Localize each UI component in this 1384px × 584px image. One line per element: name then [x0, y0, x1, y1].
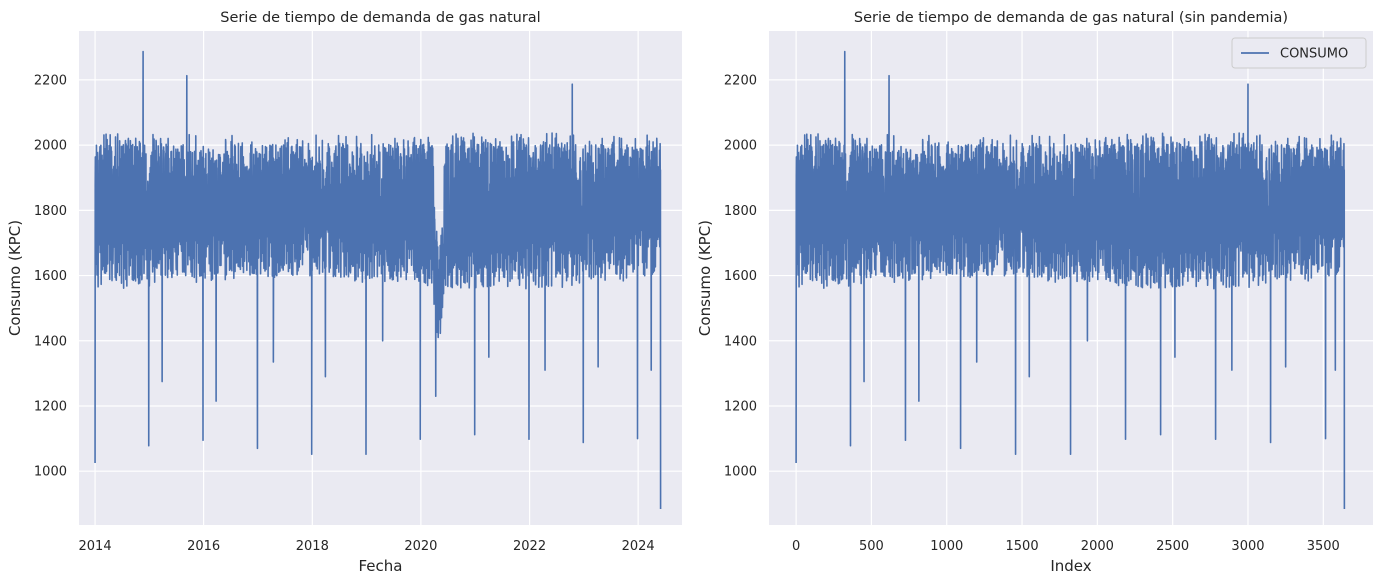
y-tick-label: 1800	[724, 204, 757, 219]
x-tick-label: 2014	[79, 539, 112, 554]
legend-box	[1231, 37, 1367, 69]
left-chart: 2014 2016 2018 2020 2022 2024 1000 1200 1400 160…	[6, 10, 682, 575]
x-tick-label: 2018	[296, 539, 329, 554]
right-y-axis-label: Consumo (KPC)	[696, 220, 714, 336]
y-tick-label: 1000	[724, 465, 757, 480]
y-tick-label: 1200	[724, 399, 757, 414]
y-tick-label: 1800	[34, 204, 67, 219]
series-line	[94, 50, 662, 510]
left-chart-title: Serie de tiempo de demanda de gas natura…	[220, 10, 540, 26]
right-chart: 0 500 1000 1500 2000 2500 3000 3500 1000 1200 140…	[696, 10, 1373, 575]
right-y-tick-labels: 1000 1200 1400 1600 1800 2000 2200	[724, 73, 757, 479]
y-tick-label: 2200	[34, 73, 67, 88]
y-tick-label: 2200	[724, 73, 757, 88]
x-tick-label: 2022	[513, 539, 546, 554]
y-tick-label: 1600	[34, 269, 67, 284]
x-tick-label: 2020	[404, 539, 437, 554]
left-x-axis-label: Fecha	[359, 557, 403, 575]
x-tick-label: 2000	[1081, 539, 1114, 554]
x-tick-label: 1000	[930, 539, 963, 554]
left-y-tick-labels: 1000 1200 1400 1600 1800 2000 2200	[34, 73, 67, 479]
x-tick-label: 0	[792, 539, 800, 554]
x-tick-label: 2016	[187, 539, 220, 554]
x-tick-label: 2024	[622, 539, 655, 554]
left-plot-background	[79, 31, 682, 525]
x-tick-label: 1500	[1006, 539, 1039, 554]
right-x-tick-labels: 0 500 1000 1500 2000 2500 3000 3500	[792, 539, 1340, 554]
y-tick-label: 1400	[34, 334, 67, 349]
x-tick-label: 500	[859, 539, 884, 554]
left-x-tick-labels: 2014 2016 2018 2020 2022 2024	[79, 539, 655, 554]
x-tick-label: 3000	[1231, 539, 1264, 554]
y-tick-label: 1400	[724, 334, 757, 349]
y-tick-label: 1200	[34, 399, 67, 414]
y-tick-label: 2000	[34, 139, 67, 154]
y-tick-label: 2000	[724, 139, 757, 154]
x-tick-label: 3500	[1307, 539, 1340, 554]
y-tick-label: 1600	[724, 269, 757, 284]
series-line	[795, 50, 1346, 510]
right-legend: CONSUMO	[1231, 37, 1367, 69]
right-chart-title: Serie de tiempo de demanda de gas natura…	[854, 10, 1288, 26]
y-tick-label: 1000	[34, 465, 67, 480]
left-y-axis-label: Consumo (KPC)	[6, 220, 24, 336]
right-x-axis-label: Index	[1050, 557, 1091, 575]
x-tick-label: 2500	[1156, 539, 1189, 554]
right-series-line	[795, 50, 1346, 510]
legend-entry-consumo: CONSUMO	[1280, 47, 1348, 62]
left-series-line	[94, 50, 662, 510]
